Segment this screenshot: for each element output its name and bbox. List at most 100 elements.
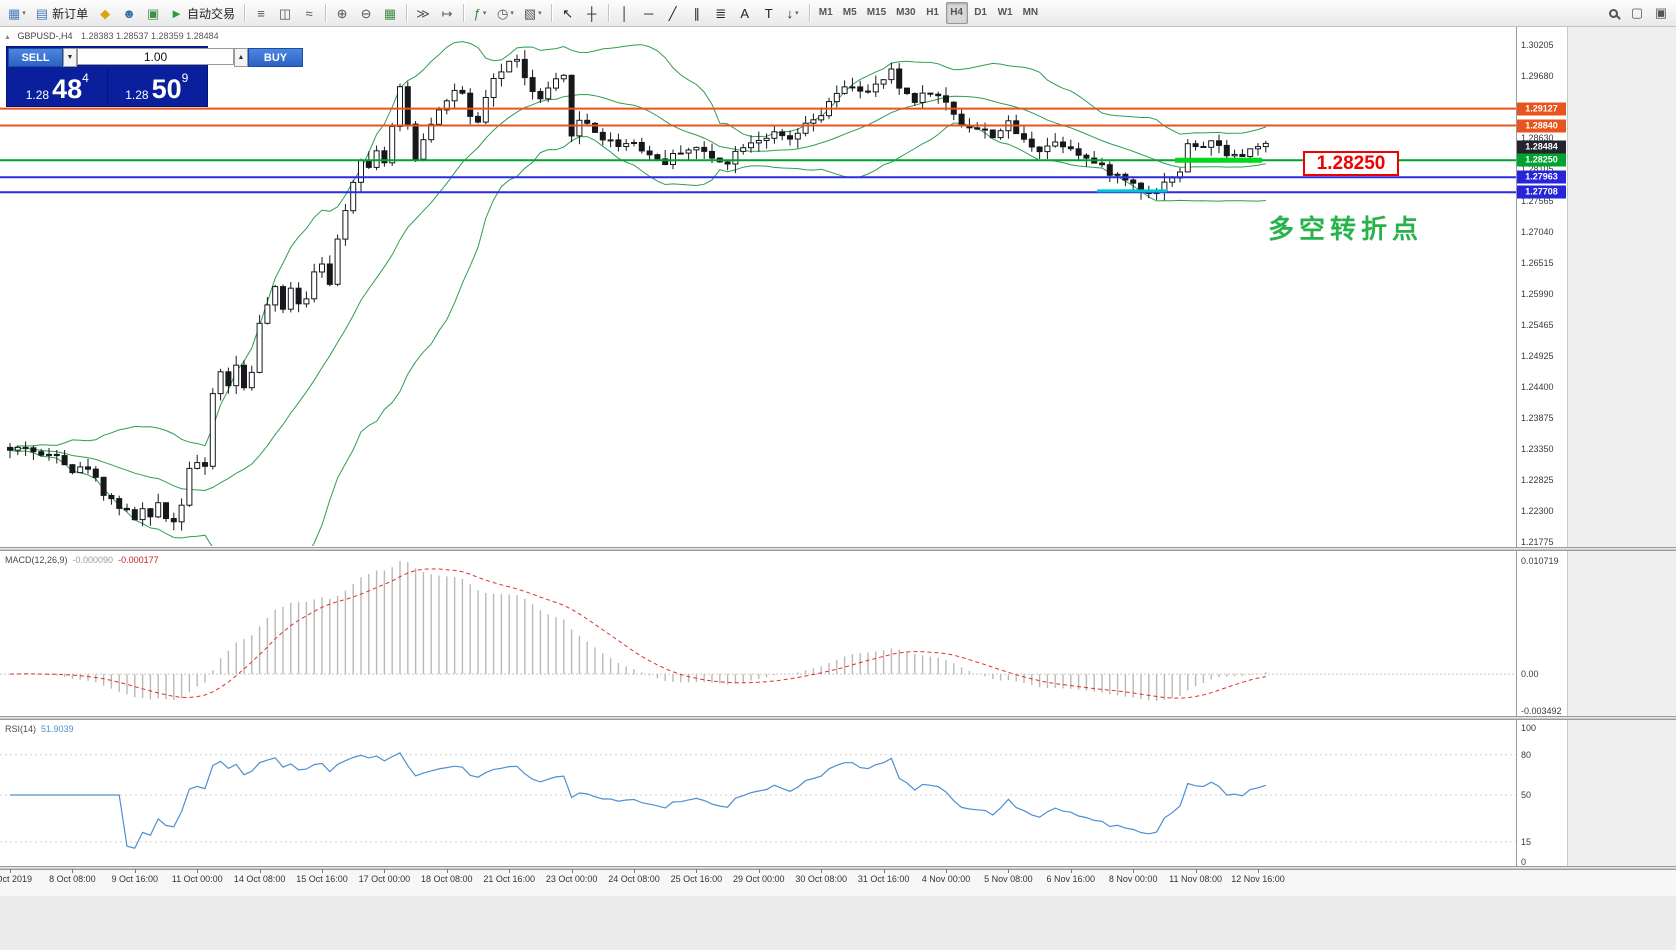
toolbar-arrows-button[interactable]: ↓ ▾ [782, 2, 804, 24]
window-layout-icon: ▣ [1654, 5, 1668, 20]
tf-mn-icon: MN [1022, 7, 1039, 18]
chart-ohlc-header: ▲ GBPUSD-,H4 1.28383 1.28537 1.28359 1.2… [4, 31, 219, 41]
time-axis-tickmark [509, 869, 511, 873]
toolbar-tf-h1-button[interactable]: H1 [922, 2, 944, 24]
tf-m5-icon: M5 [842, 7, 857, 18]
dropdown-caret-icon: ▾ [510, 10, 514, 17]
horizontal-level-lines[interactable] [0, 107, 1516, 194]
toolbar-new-chart-button[interactable]: ▦ ▾ [4, 2, 30, 24]
price-level-label: 1.28484 [1517, 140, 1566, 153]
volume-increase-button[interactable]: ▲ [234, 48, 248, 67]
price-axis-separator [1516, 27, 1517, 869]
toolbar-autotrading-button[interactable]: ► 自动交易 [166, 2, 239, 24]
volume-decrease-button[interactable]: ▼ [63, 48, 77, 67]
price-callout[interactable]: 1.28250 [1303, 151, 1399, 176]
price-axis-tick: 1.30205 [1521, 40, 1554, 50]
one-click-trading-panel: SELL ▼ ▲ BUY 1.28 48 4 1.28 50 9 [6, 46, 303, 107]
toolbar-trendline-button[interactable]: ╱ [662, 2, 684, 24]
toolbar-new-order-button[interactable]: ▤ 新订单 [32, 2, 92, 24]
ohlc-values: 1.28383 1.28537 1.28359 1.28484 [80, 31, 219, 41]
tf-w1-icon: W1 [997, 7, 1013, 18]
chart-shift-icon: ↦ [441, 5, 453, 21]
equidistant-channel-icon: ∥ [693, 5, 700, 21]
sell-button[interactable]: SELL [8, 48, 63, 67]
right-empty-area [1567, 27, 1676, 950]
macd-signal-line [9, 568, 1266, 699]
time-axis-label: 8 Nov 00:00 [1108, 874, 1158, 884]
time-axis-tickmark [322, 869, 323, 873]
toolbar-zoom-in-button[interactable]: ⊕ [331, 2, 353, 24]
buy-button[interactable]: BUY [248, 48, 303, 67]
subwindow-divider[interactable] [0, 547, 1676, 551]
toolbar-equidistant-channel-button[interactable]: ∥ [686, 2, 708, 24]
toolbar-window-restore-button[interactable]: ▢ [1626, 2, 1648, 24]
periods-icon: ◷ [497, 5, 509, 21]
toolbar-tf-m30-button[interactable]: M30 [892, 2, 919, 24]
toolbar-candlestick-chart-button[interactable]: ◫ [274, 2, 296, 24]
toolbar-chart-shift-button[interactable]: ↦ [436, 2, 458, 24]
toolbar-cursor-button[interactable]: ↖ [557, 2, 579, 24]
toolbar-crosshair-button[interactable]: ┼ [581, 2, 603, 24]
toolbar-separator [463, 4, 465, 22]
time-axis-tickmark [72, 869, 74, 873]
toolbar-tf-m15-button[interactable]: M15 [863, 2, 890, 24]
dropdown-caret-icon: ▾ [22, 10, 26, 17]
toolbar-templates-button[interactable]: ▧ ▾ [520, 2, 546, 24]
time-axis-label: 14 Oct 08:00 [233, 874, 286, 884]
toolbar-bar-chart-button[interactable]: ≡ [250, 2, 272, 24]
price-level-label: 1.29127 [1517, 102, 1566, 116]
new-order-icon: ▤ [35, 5, 49, 21]
toolbar-tf-m1-button[interactable]: M1 [815, 2, 837, 24]
toolbar-auto-scroll-button[interactable]: ≫ [412, 2, 434, 24]
candlestick-chart-icon: ◫ [278, 5, 292, 21]
toolbar-search-button[interactable] [1602, 2, 1624, 24]
price-axis-tick: 1.22300 [1521, 506, 1554, 516]
arrows-icon: ↓ [786, 5, 794, 21]
toolbar-tile-windows-button[interactable]: ▦ [379, 2, 401, 24]
toolbar-tf-d1-button[interactable]: D1 [970, 2, 992, 24]
toolbar-line-chart-button[interactable]: ≈ [298, 2, 320, 24]
window-background [0, 896, 1676, 950]
time-axis[interactable] [0, 869, 1676, 896]
toolbar-indicators-button[interactable]: ƒ ▾ [469, 2, 491, 24]
time-axis-tickmark [883, 869, 885, 873]
zoom-in-icon: ⊕ [336, 5, 348, 21]
time-axis-label: 18 Oct 08:00 [421, 874, 473, 884]
buy-price-display[interactable]: 1.28 50 9 [125, 71, 189, 104]
toolbar-tf-h4-button[interactable]: H4 [945, 2, 968, 24]
toolbar-horizontal-line-button[interactable]: ─ [638, 2, 660, 24]
toolbar-tf-m5-button[interactable]: M5 [839, 2, 861, 24]
toolbar-market-watch-button[interactable]: ◆ [94, 2, 116, 24]
collapse-panel-icon[interactable]: ▲ [4, 34, 11, 41]
time-axis-label: 15 Oct 16:00 [296, 874, 348, 884]
toolbar-terminal-button[interactable]: ▣ [142, 2, 164, 24]
tf-h4-icon: H4 [950, 7, 963, 18]
toolbar-fibonacci-button[interactable]: ≣ [710, 2, 732, 24]
annotation-text[interactable]: 多空转折点 [1268, 214, 1424, 244]
price-axis-tick: 1.23350 [1521, 444, 1554, 455]
macd-indicator-label: MACD(12,26,9) -0.000090 -0.000177 [5, 555, 159, 565]
price-level-label: 1.27708 [1517, 185, 1566, 199]
volume-input[interactable] [77, 48, 234, 65]
rsi-axis-tick: 15 [1521, 836, 1532, 847]
toolbar-navigator-button[interactable]: ☻ [118, 2, 140, 24]
toolbar-window-layout-button[interactable]: ▣ [1650, 2, 1672, 24]
rsi-axis-tick: 0 [1521, 857, 1527, 867]
toolbar-zoom-out-button[interactable]: ⊖ [355, 2, 377, 24]
toolbar-periods-button[interactable]: ◷ ▾ [493, 2, 518, 24]
tf-d1-icon: D1 [974, 7, 987, 18]
auto-scroll-icon: ≫ [416, 5, 430, 21]
sell-price-display[interactable]: 1.28 48 4 [8, 68, 108, 105]
toolbar-tf-w1-button[interactable]: W1 [994, 2, 1017, 24]
main-chart [7, 41, 1269, 546]
toolbar-vertical-line-button[interactable]: │ [614, 2, 636, 24]
toolbar-tf-mn-button[interactable]: MN [1019, 2, 1043, 24]
subwindow-divider[interactable] [0, 716, 1676, 720]
price-axis-tick: 1.28630 [1521, 132, 1554, 143]
text-label-icon: T [764, 5, 773, 21]
toolbar-text-label-button[interactable]: T [758, 2, 780, 24]
toolbar-text-button[interactable]: A [734, 2, 756, 24]
new-order-label: 新订单 [52, 6, 89, 21]
